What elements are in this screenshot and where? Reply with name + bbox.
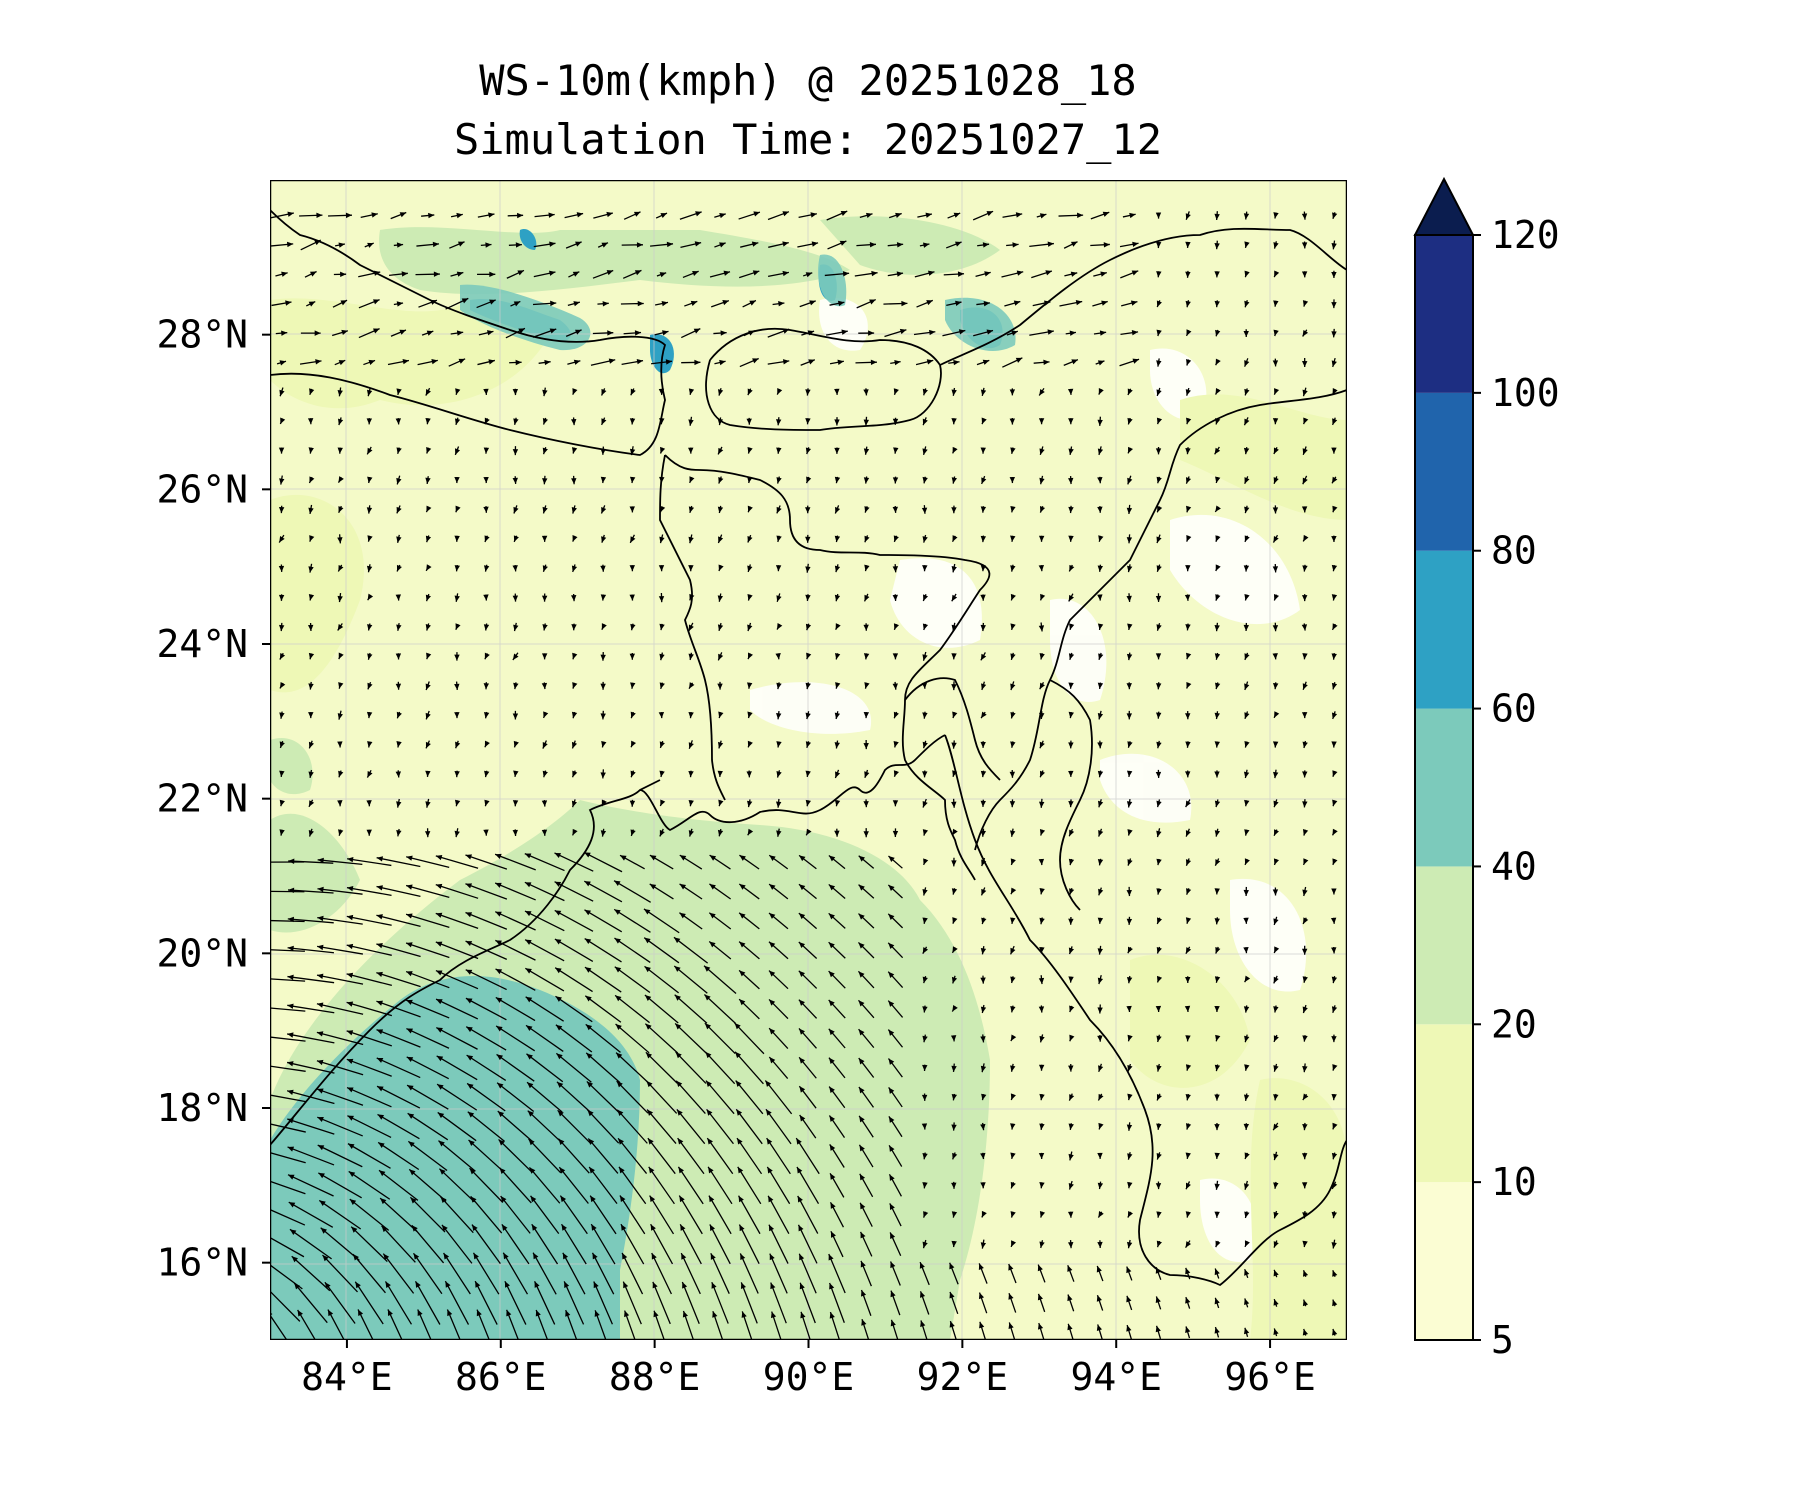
wind-arrow-head — [257, 1148, 264, 1153]
wind-arrow-shaft — [259, 891, 305, 892]
x-tick-label: 88°E — [609, 1355, 701, 1399]
colorbar-tick-label: 100 — [1491, 371, 1560, 415]
wind-arrow-head — [258, 976, 264, 981]
colorbar: 5 10 20 40 60 80 100 120 — [1415, 179, 1560, 1362]
colorbar-tick-label: 10 — [1491, 1160, 1537, 1204]
wind-arrow-head — [259, 1231, 266, 1236]
wind-arrow-head — [257, 1091, 263, 1096]
wind-arrow-head — [263, 1284, 269, 1290]
x-tick-label: 96°E — [1224, 1355, 1316, 1399]
wind-arrow-head — [258, 1034, 264, 1039]
y-tick-label: 26°N — [156, 467, 248, 511]
colorbar-tick-label: 20 — [1491, 1002, 1537, 1046]
wind-arrow-head — [258, 947, 264, 952]
colorbar-segment — [1415, 866, 1473, 1024]
wind-arrow-head — [258, 918, 264, 923]
colorbar-segment — [1415, 393, 1473, 551]
colorbar-tick-label: 60 — [1491, 687, 1537, 731]
figure-subtitle: Simulation Time: 20251027_12 — [454, 115, 1162, 164]
x-tick-label: 92°E — [917, 1355, 1009, 1399]
y-tick-label: 16°N — [156, 1241, 248, 1285]
y-tick-label: 22°N — [156, 777, 248, 821]
x-tick-label: 84°E — [301, 1355, 393, 1399]
y-tick-label: 28°N — [156, 313, 248, 357]
wind-arrow-head — [259, 859, 265, 864]
colorbar-extend-arrow — [1415, 179, 1473, 235]
x-tick-label: 90°E — [763, 1355, 855, 1399]
colorbar-tick-label: 80 — [1491, 529, 1537, 573]
colorbar-segment — [1415, 1024, 1473, 1182]
wind-arrow-head — [258, 1005, 264, 1010]
wind-arrow-head — [259, 889, 265, 894]
figure-title: WS-10m(kmph) @ 20251028_18 — [479, 56, 1136, 105]
wind-arrow-head — [258, 1176, 265, 1181]
colorbar-tick-label: 120 — [1491, 213, 1560, 257]
y-tick-label: 18°N — [156, 1086, 248, 1130]
x-tick-label: 94°E — [1070, 1355, 1162, 1399]
map-panel — [257, 180, 1347, 1355]
colorbar-segment — [1415, 1182, 1473, 1340]
colorbar-segment — [1415, 235, 1473, 393]
colorbar-segment — [1415, 709, 1473, 867]
wind-arrow-head — [257, 1120, 263, 1125]
colorbar-segment — [1415, 551, 1473, 709]
wind-arrow-head — [257, 1062, 263, 1067]
wind-arrow-head — [258, 1204, 265, 1209]
y-tick-label: 20°N — [156, 931, 248, 975]
colorbar-tick-label: 5 — [1491, 1318, 1514, 1362]
y-axis-ticks: 16°N 18°N 20°N 22°N 24°N 26°N 28°N — [156, 313, 270, 1285]
x-tick-label: 86°E — [455, 1355, 547, 1399]
y-tick-label: 24°N — [156, 622, 248, 666]
x-axis-ticks: 84°E 86°E 88°E 90°E 92°E 94°E 96°E — [301, 1340, 1316, 1399]
colorbar-tick-label: 40 — [1491, 844, 1537, 888]
